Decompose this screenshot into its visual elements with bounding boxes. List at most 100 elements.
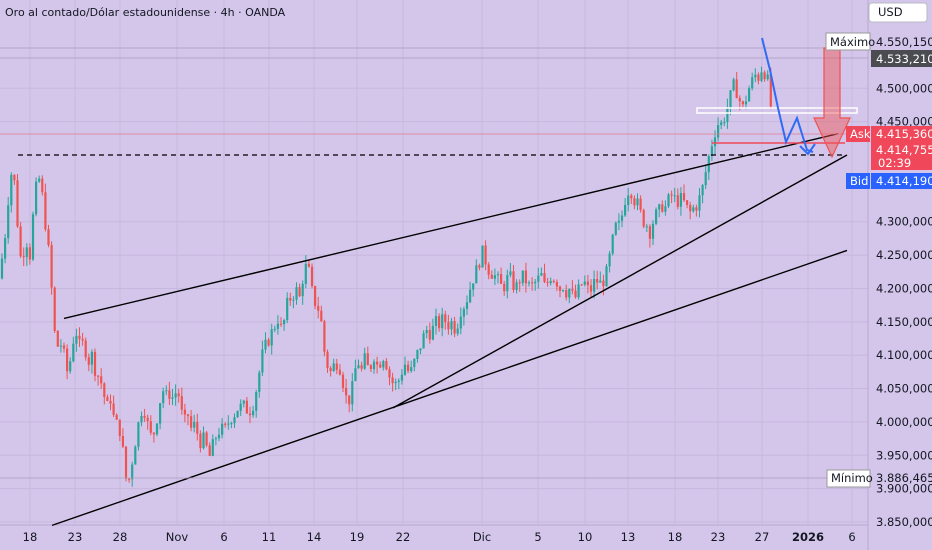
candle-body (286, 297, 289, 321)
candle-body (679, 193, 682, 207)
candle-body (639, 198, 642, 210)
candle-body (78, 335, 81, 339)
candle-body (174, 393, 177, 398)
candle-body (25, 247, 28, 258)
candle-body (208, 445, 211, 456)
candle-body (403, 364, 407, 375)
candle-body (16, 180, 19, 227)
ask-label: Ask (850, 127, 871, 141)
candle-body (224, 423, 227, 425)
candle-body (493, 275, 496, 279)
candle-body (338, 369, 341, 375)
candle-body (382, 361, 385, 368)
currency-label[interactable]: USD (878, 5, 903, 19)
candle-body (97, 375, 100, 377)
candle-body (165, 390, 168, 392)
candle-body (763, 72, 766, 80)
candle-body (134, 446, 137, 465)
candle-body (571, 288, 574, 291)
bid-tag (846, 173, 870, 189)
candle-body (351, 381, 354, 405)
time-axis[interactable]: 18 23 28 Nov 6 11 14 19 22 Dic 5 10 13 18 23 27 2026 6 (23, 530, 856, 544)
trendline (63, 132, 839, 320)
candle-body (388, 369, 391, 378)
y-tick-label: 4.150,000 (876, 315, 932, 329)
candle-body (518, 282, 521, 284)
candle-body (608, 253, 611, 267)
candle-body (431, 325, 434, 340)
forecast-arrowhead (799, 143, 816, 156)
y-tick-label: 4.250,000 (876, 248, 932, 262)
candle-body (552, 280, 555, 283)
x-tick-label: 18 (23, 530, 38, 544)
bid-value: 4.414,190 (876, 174, 932, 188)
maximo-tag (825, 32, 871, 51)
trendline (51, 249, 848, 527)
y-tick-label: 4.000,000 (876, 415, 932, 429)
candle-body (410, 367, 413, 372)
currency-button[interactable]: USD (868, 2, 928, 23)
candle-body (41, 178, 44, 193)
candle-body (230, 423, 233, 425)
candle-body (580, 284, 583, 286)
last-price-tag (871, 50, 932, 67)
y-tick-label: 3.900,000 (876, 482, 932, 496)
candlestick-series (0, 66, 772, 487)
candle-body (748, 88, 751, 102)
candle-body (512, 271, 515, 290)
ask-value-tag (871, 126, 932, 142)
candle-body (620, 215, 624, 221)
candle-body (236, 410, 239, 418)
mid-price-value: 4.414,755 (876, 143, 932, 157)
candle-body (484, 245, 487, 265)
candle-body (419, 348, 422, 351)
candle-body (568, 288, 571, 298)
candle-body (400, 374, 403, 381)
x-tick-label: Nov (166, 530, 189, 544)
candle-body (159, 403, 162, 424)
forecast-path (761, 37, 814, 153)
candle-body (205, 432, 208, 446)
candle-body (434, 316, 438, 326)
candle-body (741, 101, 744, 105)
x-tick-label: 6 (848, 530, 855, 544)
x-tick-label: 27 (755, 530, 770, 544)
candle-body (258, 372, 261, 392)
candle-body (56, 330, 59, 347)
candle-body (19, 226, 22, 257)
candle-body (233, 417, 236, 424)
candle-body (723, 122, 726, 124)
candle-body (35, 181, 38, 215)
candle-body (326, 351, 329, 369)
x-tick-label: 2026 (792, 530, 824, 544)
bid-value-tag (871, 173, 932, 189)
candle-body (624, 204, 627, 216)
candle-body (754, 74, 757, 78)
candle-body (397, 380, 400, 382)
candle-body (345, 387, 348, 396)
currency-button-bg[interactable] (868, 2, 928, 23)
candle-body (171, 397, 174, 399)
candle-body (211, 439, 214, 456)
candle-body (217, 434, 221, 439)
candle-body (31, 214, 35, 260)
x-tick-label: 18 (668, 530, 683, 544)
candle-body (574, 290, 577, 298)
candle-body (357, 365, 360, 369)
candle-body (704, 172, 707, 186)
candle-body (193, 422, 196, 428)
candle-body (599, 280, 602, 283)
candle-body (4, 238, 7, 259)
candle-body (289, 297, 292, 301)
candle-body (50, 245, 53, 288)
candle-body (84, 340, 87, 358)
candle-body (729, 90, 732, 108)
candle-body (261, 349, 264, 373)
candle-body (279, 323, 283, 325)
candle-body (75, 335, 78, 344)
candle-body (109, 400, 112, 404)
price-axis[interactable]: 4.500,000 4.450,000 4.300,000 4.250,000 4.20… (876, 81, 932, 529)
candle-body (264, 339, 267, 350)
